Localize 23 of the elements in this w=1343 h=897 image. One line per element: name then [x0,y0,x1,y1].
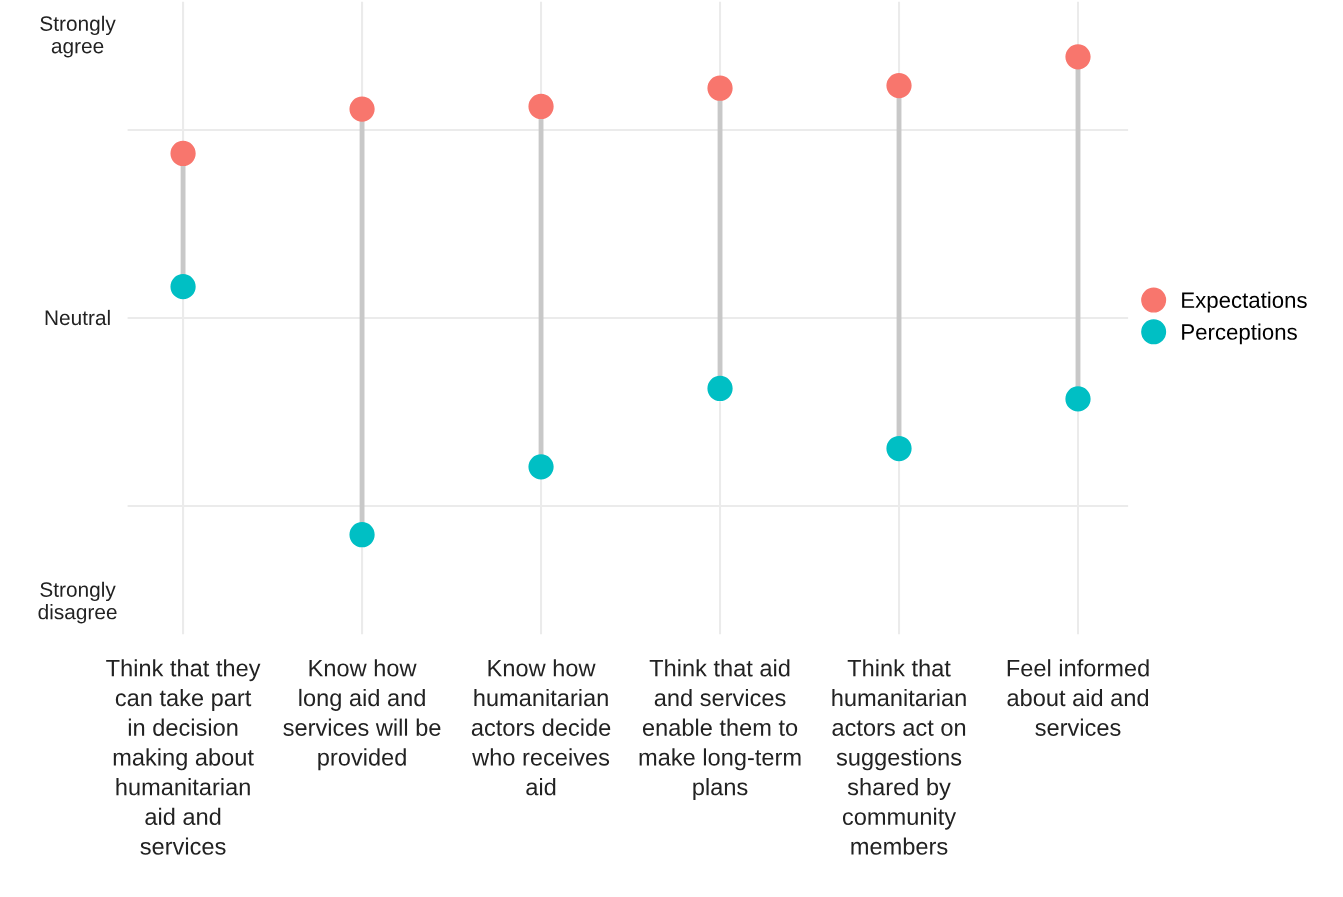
x-tick-label: Think that aid and services enable them to make long-term plans [639,659,801,801]
point [349,522,375,548]
text: Strongly disagree [38,581,117,624]
text: Strongly agree [40,15,116,58]
x-tick-label: Know how humanitarian actors decide who receives aid [471,659,611,796]
x-tick-label: Feel informed about aid and services [1007,659,1149,736]
point [528,93,554,120]
point [170,140,196,167]
point [170,274,196,300]
point [707,375,733,402]
point [886,435,912,462]
legend-label: Expectations [1182,291,1307,313]
point [886,72,912,99]
point [528,454,554,480]
point [1065,44,1091,70]
point [349,96,375,122]
x-tick-label: Think that they can take part in decision making about humanitarian aid and services [106,659,261,855]
legend-label: Perceptions [1182,323,1297,345]
point [1065,386,1091,412]
point [707,75,733,101]
x-tick-label: Think that humanitarian actors act on suggestions shared by community members [832,659,966,855]
text: Neutral [45,309,110,326]
x-tick-label: Know how long aid and services will be provided [283,659,441,771]
